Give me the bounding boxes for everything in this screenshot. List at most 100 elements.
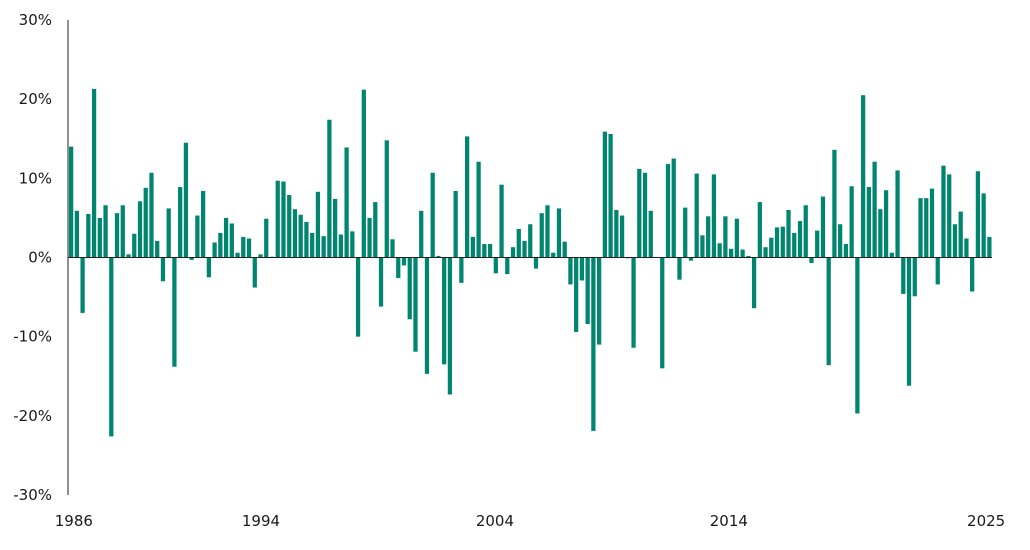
bar <box>166 208 171 258</box>
bar <box>149 172 154 258</box>
bar <box>987 236 992 258</box>
bar <box>327 119 332 258</box>
bar <box>820 196 826 258</box>
bar <box>792 232 797 258</box>
bar <box>80 257 85 313</box>
y-axis-tick-labels: 30% 20% 10% 0% -10% -20% -30% <box>13 11 52 504</box>
bar <box>522 240 527 258</box>
bar <box>189 257 194 260</box>
bar <box>815 230 820 258</box>
y-tick-label: 20% <box>19 90 52 108</box>
bar <box>413 257 418 352</box>
bar <box>843 244 849 258</box>
bar <box>361 89 366 258</box>
bar <box>212 242 217 258</box>
bar <box>780 226 785 258</box>
bar <box>315 191 321 258</box>
bar <box>419 210 424 258</box>
x-tick-label: 1986 <box>55 512 93 530</box>
bar <box>545 205 550 258</box>
bar <box>378 257 384 307</box>
bar <box>183 142 189 258</box>
bar <box>970 257 975 292</box>
bar <box>355 257 361 337</box>
bar <box>109 257 114 437</box>
bar <box>373 202 378 258</box>
bar <box>924 198 929 258</box>
bar <box>424 257 430 374</box>
bar <box>160 257 166 282</box>
bar <box>442 257 447 365</box>
bar <box>390 239 395 258</box>
bar <box>470 236 475 258</box>
bar <box>660 257 665 369</box>
bar <box>499 184 504 258</box>
bar <box>384 140 389 258</box>
bar <box>155 240 160 258</box>
bar <box>275 180 280 258</box>
bar <box>964 238 969 258</box>
bar <box>264 218 269 258</box>
bar <box>453 191 458 258</box>
bar <box>740 249 745 258</box>
bar <box>757 202 762 258</box>
bar <box>172 257 177 367</box>
bar <box>878 209 883 258</box>
bar <box>941 165 946 258</box>
bar <box>91 88 97 258</box>
bar <box>912 257 917 297</box>
bar <box>298 214 303 258</box>
bar <box>195 215 200 258</box>
bar <box>551 252 556 258</box>
bar <box>947 174 952 258</box>
bar <box>86 213 91 258</box>
bar <box>493 257 498 274</box>
bar <box>826 257 831 366</box>
bar <box>688 257 694 261</box>
bar <box>321 236 326 258</box>
x-tick-label: 1994 <box>242 512 280 530</box>
bar <box>235 252 240 258</box>
bar <box>763 247 768 258</box>
bar <box>774 227 780 258</box>
bar <box>809 257 814 264</box>
bar <box>350 231 355 258</box>
bar <box>516 229 521 258</box>
bar <box>126 254 131 258</box>
bar <box>637 168 642 258</box>
bar <box>723 216 728 258</box>
bar <box>694 173 699 258</box>
x-axis-tick-labels: 1986 1994 2004 2014 2025 <box>55 512 1005 530</box>
bar <box>287 194 292 258</box>
bar <box>895 170 900 258</box>
x-tick-label: 2025 <box>967 512 1005 530</box>
bar <box>510 247 516 258</box>
bar <box>981 193 986 258</box>
bar <box>786 210 791 258</box>
bar <box>597 257 602 345</box>
bar <box>74 210 79 258</box>
bar <box>103 205 108 258</box>
bar <box>665 164 671 258</box>
y-tick-label: -30% <box>13 486 52 504</box>
bar <box>717 243 722 258</box>
bar <box>487 244 493 258</box>
bar <box>958 211 963 258</box>
bar <box>751 257 757 309</box>
bar <box>952 224 958 258</box>
bar <box>206 257 211 278</box>
bar <box>677 257 682 280</box>
bar <box>889 252 894 258</box>
y-tick-label: -10% <box>13 328 52 346</box>
y-tick-label: -20% <box>13 407 52 425</box>
bar <box>114 213 120 258</box>
bar <box>505 257 510 275</box>
bar <box>528 224 533 258</box>
bar <box>556 208 562 258</box>
bar <box>975 171 981 258</box>
bar <box>918 198 923 258</box>
bar <box>367 217 372 258</box>
bar <box>769 237 774 258</box>
bar <box>459 257 464 283</box>
